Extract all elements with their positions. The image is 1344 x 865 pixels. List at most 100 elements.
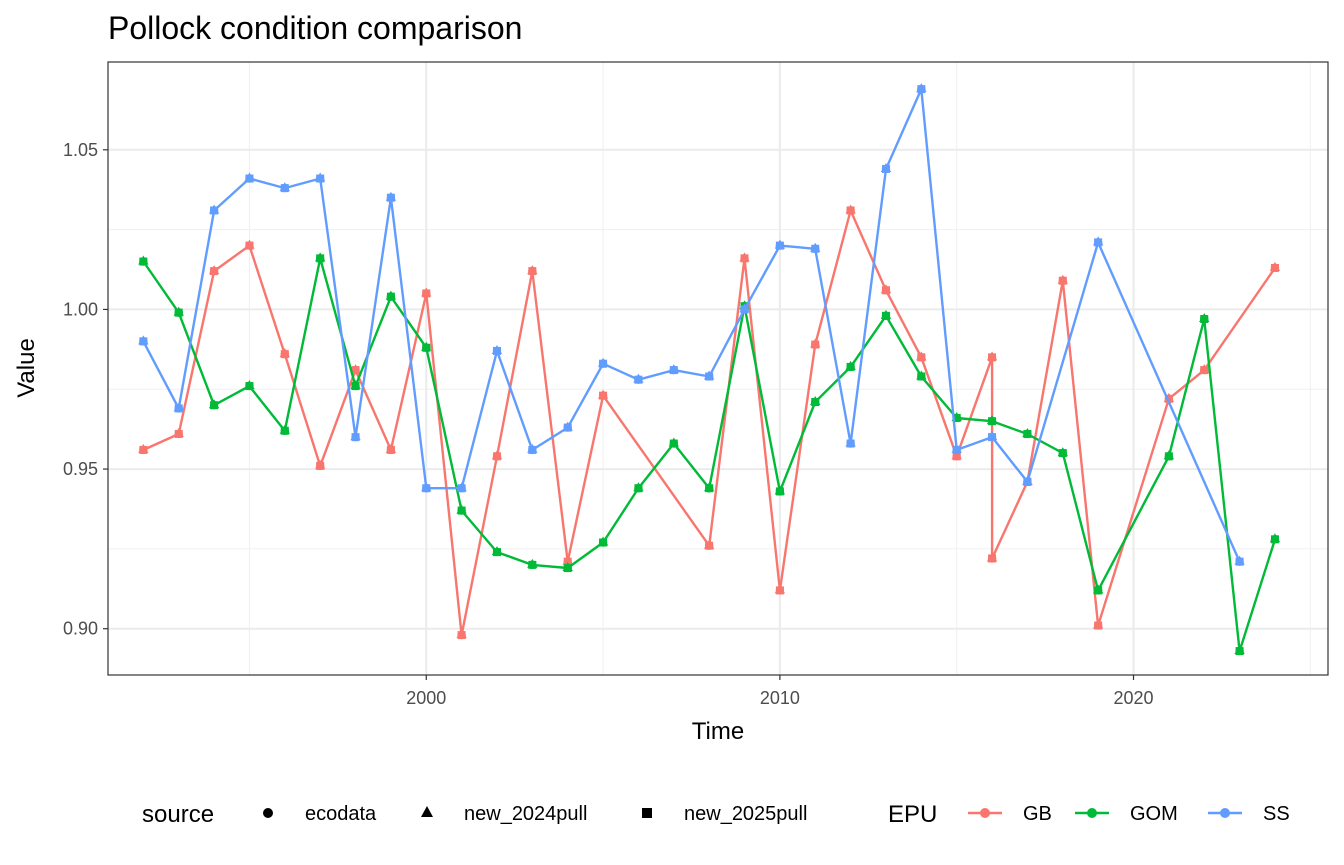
shape-legend-items: ecodata new_2024pull new_2025pull [263,803,807,825]
data-point-gb [1092,619,1104,630]
data-point-gom [385,290,397,301]
data-point-gb [986,351,998,362]
data-point-gom [1092,584,1104,595]
data-point-gb [739,252,750,263]
data-point-gom [668,437,679,448]
data-point-gom [527,558,538,570]
data-point-gom [810,396,821,407]
data-point-ss [597,357,609,368]
data-point-gb [350,364,361,375]
data-point-ss [986,431,998,442]
shape-legend-title: source [142,801,214,828]
data-point-gb [173,427,184,439]
legend-key-circle [263,808,273,818]
data-point-gb [385,443,397,455]
data-point-gom [208,399,220,410]
legend: source ecodata new_2024pull new_2025pull E… [142,801,1290,828]
y-tick-label: 1.05 [63,140,98,160]
legend-item-ss: SS [1208,803,1290,825]
y-tick-label: 0.90 [63,619,98,639]
data-point-gb [562,555,573,566]
data-point-gom [562,562,573,573]
data-point-gb [810,338,821,349]
data-point-gom [244,380,255,391]
data-point-ss [951,443,962,455]
data-point-gb [421,287,432,298]
legend-label: SS [1263,803,1290,825]
data-point-gb [597,389,609,400]
data-point-gom [774,485,786,496]
data-point-gb [244,239,255,250]
data-point-gom [597,536,609,547]
y-axis-title: Value [13,338,40,398]
data-point-ss [1022,475,1033,487]
data-point-ss [1234,555,1245,566]
data-point-gom [986,415,998,426]
legend-key-square [642,808,652,818]
data-point-gb [208,265,220,276]
data-point-ss [385,191,397,202]
x-tick-label: 2000 [406,688,446,708]
data-point-ss [350,431,361,442]
legend-item-new_2025pull: new_2025pull [642,803,807,825]
legend-item-gom: GOM [1075,803,1178,825]
data-point-ss [668,364,679,375]
data-point-gom [880,309,892,321]
data-point-ss [562,421,573,432]
y-tick-label: 0.95 [63,459,98,479]
data-point-ss [633,373,644,384]
x-tick-label: 2020 [1113,688,1153,708]
plot-panel-border [107,61,1329,676]
data-point-ss [279,182,291,193]
color-legend-items: GB GOM SS [968,803,1290,825]
color-legend-title: EPU [888,801,937,828]
data-point-ss [880,162,892,174]
gridlines [108,62,1328,675]
data-point-ss [421,482,432,493]
data-point-ss [244,172,255,183]
data-point-ss [138,335,149,346]
data-point-gom [633,482,644,493]
data-point-ss [527,443,538,455]
x-axis-title: Time [692,718,744,745]
series-ss [138,83,1245,566]
series-line-ss [142,87,1241,563]
data-point-gom [1057,447,1068,458]
data-point-gom [138,255,149,266]
legend-key-dot [1087,808,1097,818]
series-line-gom [142,257,1277,653]
data-point-gb [986,552,998,563]
data-point-ss [810,242,821,253]
legend-item-gb: GB [968,803,1052,825]
legend-label: new_2024pull [464,803,587,825]
data-point-gom [456,504,467,515]
legend-key-dot [1220,808,1230,818]
data-point-gb [456,629,467,640]
data-point-gb [279,348,291,359]
data-point-ss [916,83,927,94]
legend-label: GB [1023,803,1052,825]
x-tick-label: 2010 [760,688,800,708]
data-point-ss [314,172,326,183]
data-point-ss [845,437,856,448]
data-point-gb [1057,274,1068,285]
data-point-gom [1163,450,1175,461]
data-point-gom [350,380,361,391]
data-point-gom [845,360,856,372]
legend-item-new_2024pull: new_2024pull [421,803,587,825]
data-point-gom [279,424,291,435]
data-point-ss [456,482,467,493]
legend-item-ecodata: ecodata [263,803,377,825]
data-point-gom [1234,645,1245,656]
data-point-ss [1092,236,1104,247]
data-point-gom [703,482,715,493]
chart-title: Pollock condition comparison [108,10,522,46]
data-point-ss [173,402,184,413]
data-point-gb [703,539,715,550]
legend-key-triangle [421,806,433,817]
data-point-gb [845,204,856,215]
legend-label: ecodata [305,803,377,825]
data-point-gb [1199,364,1210,375]
data-point-gb [880,284,892,295]
